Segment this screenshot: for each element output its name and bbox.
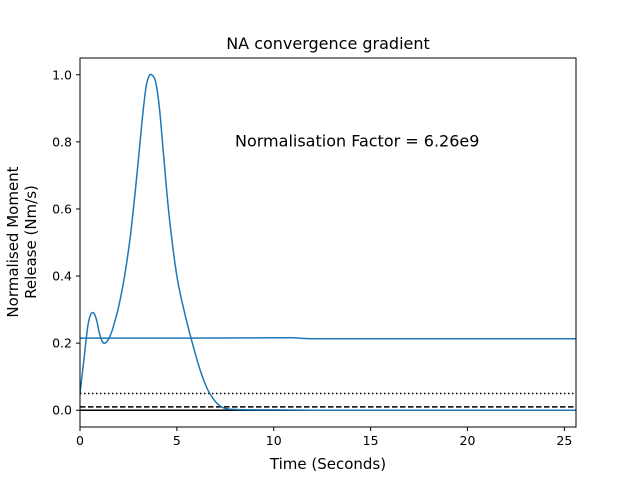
x-tick-label: 25 xyxy=(556,433,572,448)
series-lines xyxy=(80,73,576,412)
x-tick-label: 5 xyxy=(173,433,181,448)
series-line-2 xyxy=(80,336,576,340)
y-tick-label: 0.6 xyxy=(52,201,72,216)
y-tick-label: 0.0 xyxy=(52,403,72,418)
series-line-1 xyxy=(80,73,576,412)
y-tick-label: 0.2 xyxy=(52,336,72,351)
normalisation-annotation: Normalisation Factor = 6.26e9 xyxy=(235,131,479,150)
y-axis-label-line2: Release (Nm/s) xyxy=(22,185,40,299)
x-tick-label: 0 xyxy=(76,433,84,448)
plot-frame xyxy=(79,57,577,428)
y-tick-label: 0.4 xyxy=(52,269,72,284)
y-tick-label: 1.0 xyxy=(52,67,72,82)
x-axis-ticks: 0 5 10 15 20 25 xyxy=(76,427,572,448)
y-tick-label: 0.8 xyxy=(52,134,72,149)
x-axis-label: Time (Seconds) xyxy=(269,455,386,473)
y-axis-label-line1: Normalised Moment xyxy=(4,166,22,317)
y-axis-ticks: 0.0 0.2 0.4 0.6 0.8 1.0 xyxy=(52,67,80,418)
x-tick-label: 20 xyxy=(460,433,476,448)
chart-title: NA convergence gradient xyxy=(226,34,430,53)
x-tick-label: 15 xyxy=(363,433,379,448)
y-axis-label: Normalised Moment Release (Nm/s) xyxy=(4,166,40,317)
x-tick-label: 10 xyxy=(266,433,282,448)
